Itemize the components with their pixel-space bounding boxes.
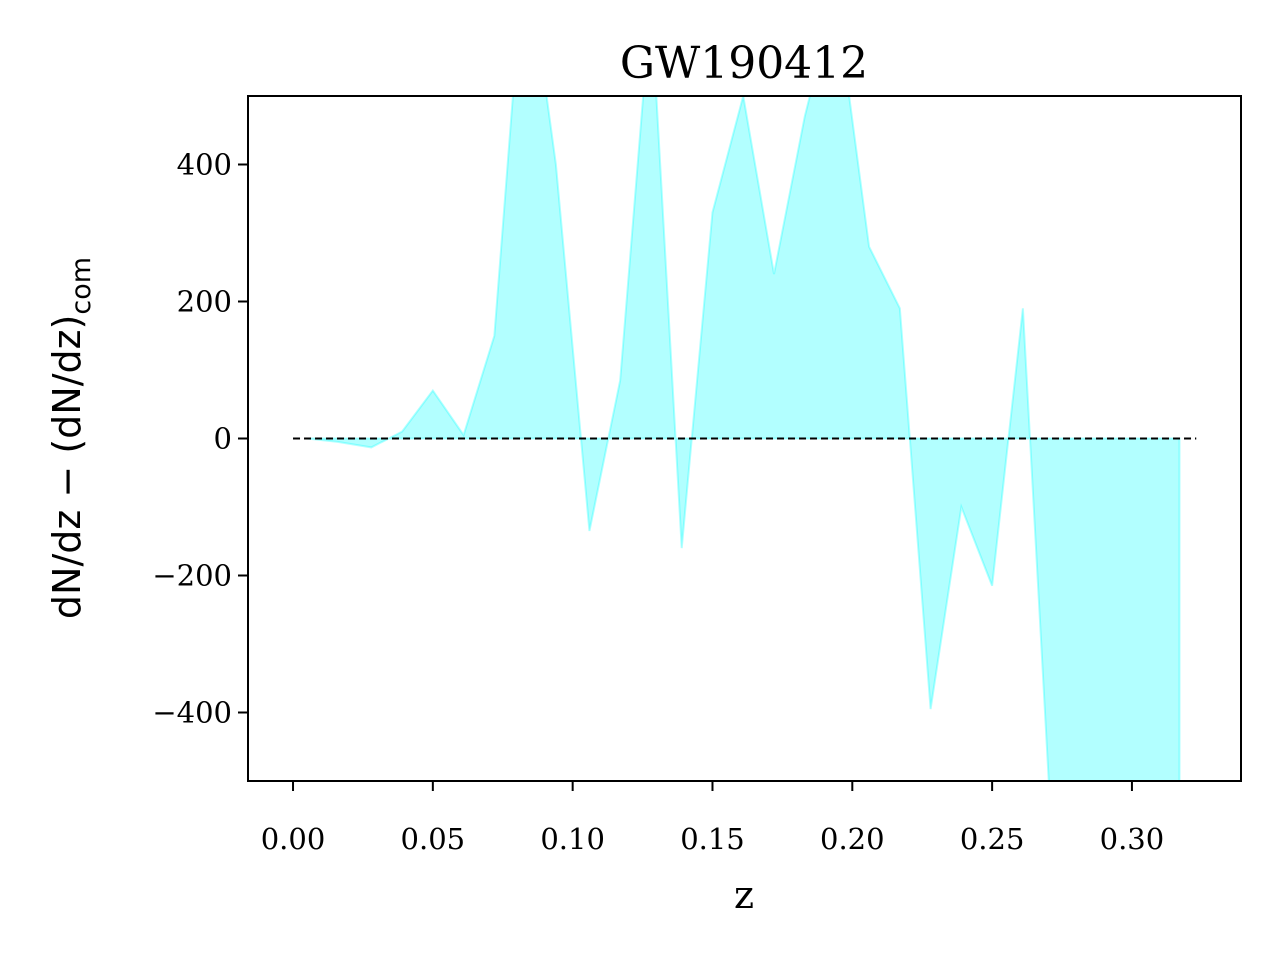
y-axis-label-subscript: com	[66, 257, 97, 315]
chart-title: GW190412	[620, 38, 868, 89]
y-tick-label: 200	[177, 285, 232, 319]
x-axis-label: z	[734, 873, 754, 917]
y-tick-label: 0	[214, 422, 232, 456]
x-tick-label: 0.20	[820, 822, 885, 856]
y-tick-label: −200	[152, 559, 232, 593]
y-tick-label: −400	[152, 696, 232, 730]
x-tick-label: 0.00	[261, 822, 326, 856]
x-tick-label: 0.05	[401, 822, 466, 856]
x-tick-label: 0.30	[1100, 822, 1165, 856]
x-tick-label: 0.15	[680, 822, 745, 856]
x-tick-label: 0.10	[540, 822, 605, 856]
x-tick-label: 0.25	[960, 822, 1025, 856]
area	[306, 96, 1181, 781]
y-axis-label: dN/dz − (dN/dz)com	[45, 257, 97, 619]
y-axis-label-main: dN/dz − (dN/dz)	[45, 315, 89, 619]
y-tick-label: 400	[177, 148, 232, 182]
